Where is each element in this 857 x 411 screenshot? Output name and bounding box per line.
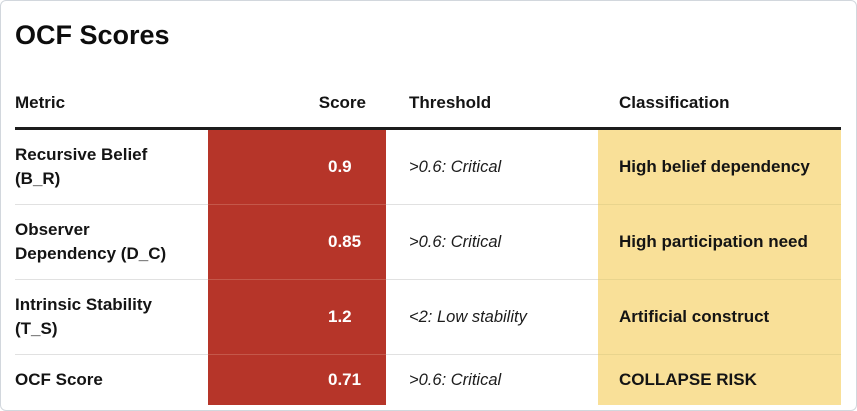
metric-cell: Recursive Belief (B_R)	[15, 128, 208, 205]
threshold-cell: >0.6: Critical	[409, 371, 502, 389]
table-body: Recursive Belief (B_R) 0.9 >0.6: Critica…	[15, 128, 841, 405]
table-row: Observer Dependency (D_C) 0.85 >0.6: Cri…	[15, 204, 841, 280]
classification-cell: High participation need	[598, 204, 841, 280]
table-row: Intrinsic Stability (T_S) 1.2 <2: Low st…	[15, 279, 841, 355]
column-header-score: Score	[208, 51, 386, 130]
threshold-cell: <2: Low stability	[386, 279, 598, 355]
classification-cell: High belief dependency	[598, 128, 841, 205]
score-cell: 0.71	[208, 354, 386, 405]
page-title: OCF Scores	[15, 20, 170, 50]
ocf-scores-table: Metric Score Threshold Classification Re…	[15, 51, 841, 405]
classification-cell: Artificial construct	[598, 279, 841, 355]
metric-cell: OCF Score	[15, 370, 103, 389]
table-header-row: Metric Score Threshold Classification	[15, 51, 841, 130]
score-cell: 0.9	[208, 128, 386, 205]
metric-cell: Observer Dependency (D_C)	[15, 204, 208, 280]
column-header-classification: Classification	[598, 51, 841, 130]
metric-cell: Intrinsic Stability (T_S)	[15, 279, 208, 355]
score-cell: 1.2	[208, 279, 386, 355]
threshold-cell: >0.6: Critical	[386, 204, 598, 280]
column-header-metric: Metric	[15, 51, 208, 130]
score-cell: 0.85	[208, 204, 386, 280]
table-row: Recursive Belief (B_R) 0.9 >0.6: Critica…	[15, 128, 841, 205]
table-row: OCF Score 0.71 >0.6: Critical COLLAPSE R…	[15, 354, 841, 405]
threshold-cell: >0.6: Critical	[386, 128, 598, 205]
classification-cell: COLLAPSE RISK	[598, 354, 841, 405]
column-header-threshold: Threshold	[386, 51, 598, 130]
